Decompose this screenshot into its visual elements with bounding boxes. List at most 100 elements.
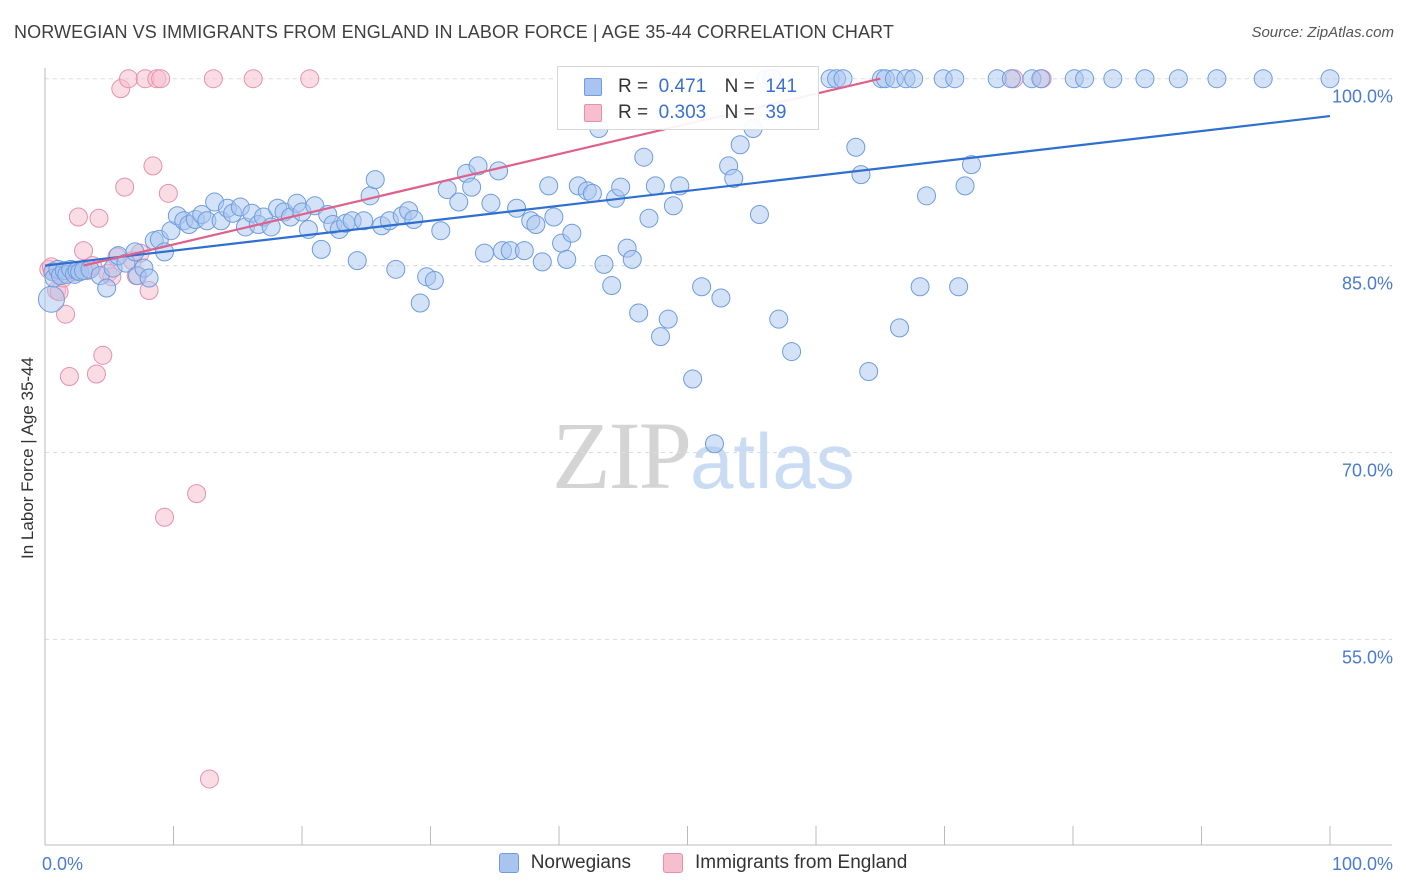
norwegian-point: [449, 192, 469, 212]
axes: [44, 68, 1392, 846]
norwegian-point: [1168, 69, 1188, 89]
norwegian-point: [1075, 69, 1095, 89]
chart-title: NORWEGIAN VS IMMIGRANTS FROM ENGLAND IN …: [14, 22, 894, 42]
norwegian-point: [410, 293, 430, 313]
norwegian-point: [904, 69, 924, 89]
legend-item-england: Immigrants from England: [663, 852, 907, 874]
norwegian-point: [851, 165, 871, 185]
norwegian-point: [949, 277, 969, 297]
norwegian-point: [1135, 69, 1155, 89]
norwegian-point: [663, 196, 683, 216]
norwegian-point: [859, 362, 879, 382]
england-point: [115, 177, 135, 197]
legend-swatch-norwegians: [584, 78, 602, 96]
norwegian-point: [532, 252, 552, 272]
england-point: [119, 69, 139, 89]
norwegian-point: [645, 176, 665, 196]
norwegian-point: [730, 135, 750, 155]
y-tick-label: 100.0%: [1332, 87, 1393, 107]
watermark-atlas: atlas: [690, 417, 855, 505]
norwegian-point: [846, 137, 866, 157]
norwegian-point: [347, 251, 367, 271]
england-point: [243, 69, 263, 89]
norwegian-point: [1001, 69, 1021, 89]
norwegian-point: [354, 211, 374, 231]
norwegian-point: [594, 254, 614, 274]
norwegian-point: [1320, 69, 1340, 89]
norwegian-point: [724, 168, 744, 188]
grid-lines: [45, 78, 1392, 640]
norwegian-point: [431, 221, 451, 241]
legend-r-label: R =: [618, 76, 649, 97]
norwegian-point: [582, 183, 602, 203]
england-point: [89, 208, 109, 228]
norwegian-point: [639, 208, 659, 228]
england-point: [155, 507, 175, 527]
norwegian-point: [507, 198, 527, 218]
england-point: [59, 366, 79, 386]
norwegian-point: [629, 303, 649, 323]
tick-labels: 100.0% 85.0% 70.0% 55.0% 0.0% 100.0%: [42, 87, 1393, 874]
norwegian-point: [782, 342, 802, 362]
england-point: [151, 69, 171, 89]
norwegian-point: [37, 285, 65, 313]
legend-item-norwegians: Norwegians: [498, 852, 631, 874]
norwegian-point: [622, 249, 642, 269]
norwegian-point: [711, 288, 731, 308]
norwegian-point: [1031, 69, 1051, 89]
norwegian-point: [404, 209, 424, 229]
legend-r-label: R =: [618, 102, 649, 123]
norwegian-point: [462, 177, 482, 197]
norwegian-point: [945, 69, 965, 89]
england-point: [187, 484, 207, 504]
norwegian-point: [910, 277, 930, 297]
norwegian-point: [1103, 69, 1123, 89]
legend-swatch-england: [663, 853, 684, 873]
legend-r-value: 0.471: [658, 76, 707, 97]
legend-n-value: 39: [765, 102, 787, 123]
norwegian-point: [481, 193, 501, 213]
norwegian-point: [311, 239, 331, 259]
legend-swatch-england: [584, 104, 602, 122]
stats-legend: R = 0.471 N = 141 R = 0.303 N = 39: [557, 66, 819, 130]
norwegian-point: [474, 243, 494, 263]
watermark-zip: ZIP: [552, 402, 692, 509]
legend-row-norwegians: R = 0.471 N = 141: [584, 75, 797, 99]
norwegian-point: [562, 223, 582, 243]
series-legend: Norwegians Immigrants from England: [0, 852, 1406, 874]
norwegian-point: [557, 249, 577, 269]
england-point: [93, 345, 113, 365]
y-tick-label: 55.0%: [1342, 647, 1393, 667]
x-tick-label: 100.0%: [1332, 854, 1393, 874]
norwegians-trend-line: [44, 114, 1331, 267]
norwegian-point: [139, 268, 159, 288]
norwegian-point: [526, 214, 546, 234]
norwegian-point: [424, 271, 444, 291]
england-point: [74, 241, 94, 261]
source-label: Source: ZipAtlas.com: [1251, 24, 1394, 41]
norwegian-point: [544, 207, 564, 227]
legend-n-value: 141: [765, 76, 798, 97]
legend-n-label: N =: [724, 102, 755, 123]
norwegian-point: [97, 278, 117, 298]
norwegian-point: [651, 327, 671, 347]
norwegian-point: [386, 259, 406, 279]
norwegian-point: [468, 156, 488, 176]
x-tick-label: 0.0%: [42, 854, 83, 874]
norwegian-point: [365, 170, 385, 190]
y-tick-label: 85.0%: [1342, 274, 1393, 294]
norwegian-point: [539, 176, 559, 196]
norwegian-point: [658, 309, 678, 329]
legend-row-england: R = 0.303 N = 39: [584, 101, 786, 125]
norwegian-point: [769, 309, 789, 329]
norwegian-point: [1207, 69, 1227, 89]
england-point: [199, 769, 219, 789]
england-point: [203, 69, 223, 89]
y-tick-label: 70.0%: [1342, 461, 1393, 481]
norwegian-point: [489, 161, 509, 181]
norwegian-point: [749, 205, 769, 225]
england-point: [143, 156, 163, 176]
watermark: ZIPatlas: [552, 400, 855, 511]
norwegian-point: [704, 434, 724, 454]
norwegian-point: [955, 176, 975, 196]
